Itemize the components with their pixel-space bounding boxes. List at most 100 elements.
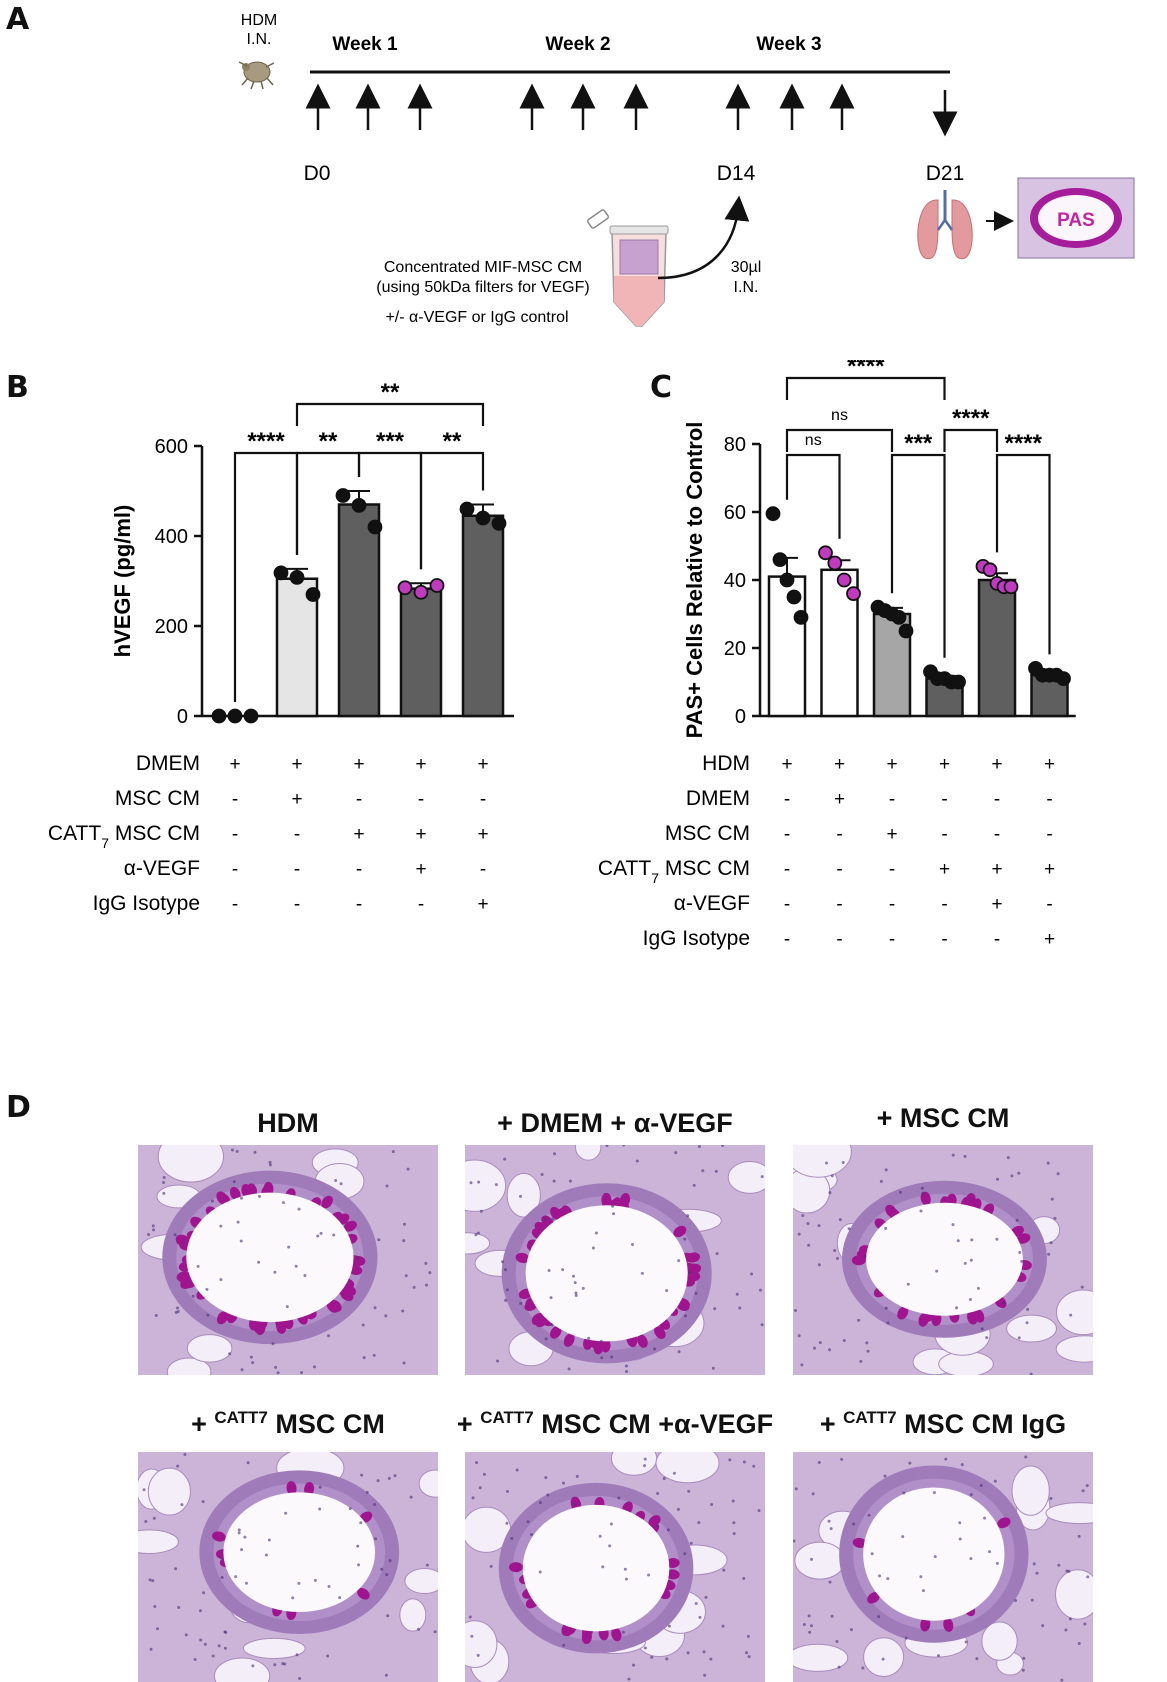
nucleus — [529, 1533, 533, 1537]
significance-label: ** — [443, 428, 462, 455]
nucleus — [901, 1535, 905, 1539]
nucleus — [936, 1654, 940, 1658]
data-point — [1003, 579, 1019, 595]
alveolus — [1045, 1502, 1093, 1525]
goblet-cell — [549, 1325, 562, 1339]
significance-label: ns — [831, 407, 848, 424]
nucleus — [1017, 1171, 1021, 1175]
dust-mite-icon — [238, 61, 275, 90]
nucleus — [884, 1168, 888, 1172]
nucleus — [504, 1298, 508, 1302]
significance-label: ns — [805, 432, 822, 449]
condition-sign: + — [291, 754, 302, 775]
y-tick-label: 600 — [155, 436, 188, 458]
nucleus — [667, 1624, 671, 1628]
condition-sign: - — [784, 789, 790, 810]
nucleus — [294, 1264, 298, 1268]
nucleus — [1035, 1571, 1039, 1575]
nucleus — [735, 1292, 739, 1296]
condition-sign: - — [994, 789, 1000, 810]
nucleus — [683, 1552, 687, 1556]
condition-label: IgG Isotype — [93, 892, 200, 915]
nucleus — [811, 1492, 815, 1496]
nucleus — [969, 1557, 973, 1561]
data-point — [289, 569, 305, 585]
significance-label: ** — [381, 379, 400, 406]
nucleus — [313, 1578, 317, 1582]
goblet-cell — [673, 1225, 687, 1238]
histology-title-catt7-igg: + CATT7 MSC CM IgG — [819, 1408, 1067, 1439]
y-tick-label: 40 — [724, 570, 746, 592]
histology-image-catt7 — [138, 1452, 438, 1682]
goblet-cell — [515, 1252, 530, 1264]
nucleus — [867, 1513, 871, 1517]
nucleus — [865, 1341, 869, 1345]
nucleus — [376, 1479, 380, 1483]
nucleus — [933, 1555, 937, 1559]
condition-label: DMEM — [136, 752, 200, 775]
nucleus — [985, 1336, 989, 1340]
nucleus — [581, 1286, 585, 1290]
alveolus — [138, 1529, 179, 1554]
condition-sign: + — [477, 894, 488, 915]
week-1-label: Week 1 — [332, 34, 398, 55]
alveolus — [793, 1145, 852, 1178]
nucleus — [574, 1291, 578, 1295]
nucleus — [469, 1181, 473, 1185]
nucleus — [152, 1228, 156, 1232]
data-point — [786, 589, 802, 605]
data-point — [335, 488, 351, 503]
condition-sign: + — [353, 824, 364, 845]
nucleus — [291, 1596, 295, 1600]
significance-bracket — [419, 451, 485, 570]
goblet-cell — [665, 1569, 680, 1580]
nucleus — [728, 1458, 732, 1462]
nucleus — [151, 1579, 155, 1583]
nucleus — [402, 1222, 406, 1226]
y-tick-label: 60 — [724, 502, 746, 524]
nucleus — [357, 1563, 361, 1567]
cm-description-line2: (using 50kDa filters for VEGF) — [376, 279, 589, 296]
condition-sign: - — [418, 789, 424, 810]
alveolus — [465, 1159, 507, 1212]
nucleus — [813, 1346, 817, 1350]
condition-sign: + — [939, 754, 950, 775]
nucleus — [1069, 1313, 1073, 1317]
goblet-cell — [686, 1252, 700, 1263]
nucleus — [476, 1653, 480, 1657]
nucleus — [326, 1654, 330, 1658]
airway-lumen — [522, 1504, 670, 1632]
data-point — [951, 674, 966, 690]
nucleus — [694, 1602, 698, 1606]
alveolus — [166, 1357, 212, 1375]
nucleus — [686, 1214, 690, 1218]
data-point — [846, 586, 861, 602]
nucleus — [388, 1559, 392, 1563]
nucleus — [496, 1359, 500, 1363]
goblet-cell — [581, 1630, 592, 1645]
alveolus — [186, 1334, 233, 1363]
goblet-cell — [229, 1186, 241, 1201]
goblet-cell — [531, 1313, 545, 1326]
nucleus — [617, 1496, 621, 1500]
nucleus — [284, 1511, 288, 1515]
nucleus — [264, 1553, 268, 1557]
nucleus — [692, 1183, 696, 1187]
histology-image-dmem-avegf — [465, 1145, 765, 1375]
nucleus — [144, 1519, 148, 1523]
nucleus — [807, 1243, 811, 1247]
nucleus — [281, 1662, 285, 1666]
data-point — [413, 584, 429, 600]
nucleus — [251, 1664, 255, 1668]
condition-sign: - — [994, 929, 1000, 950]
panel-label-c: C — [650, 370, 673, 405]
nucleus — [425, 1563, 429, 1567]
nucleus — [257, 1260, 261, 1264]
condition-sign: + — [834, 754, 845, 775]
nucleus — [709, 1657, 713, 1661]
goblet-cell — [654, 1326, 666, 1339]
nucleus — [881, 1657, 885, 1661]
nucleus — [276, 1371, 280, 1375]
nucleus — [1056, 1172, 1060, 1176]
goblet-cell — [966, 1310, 978, 1325]
